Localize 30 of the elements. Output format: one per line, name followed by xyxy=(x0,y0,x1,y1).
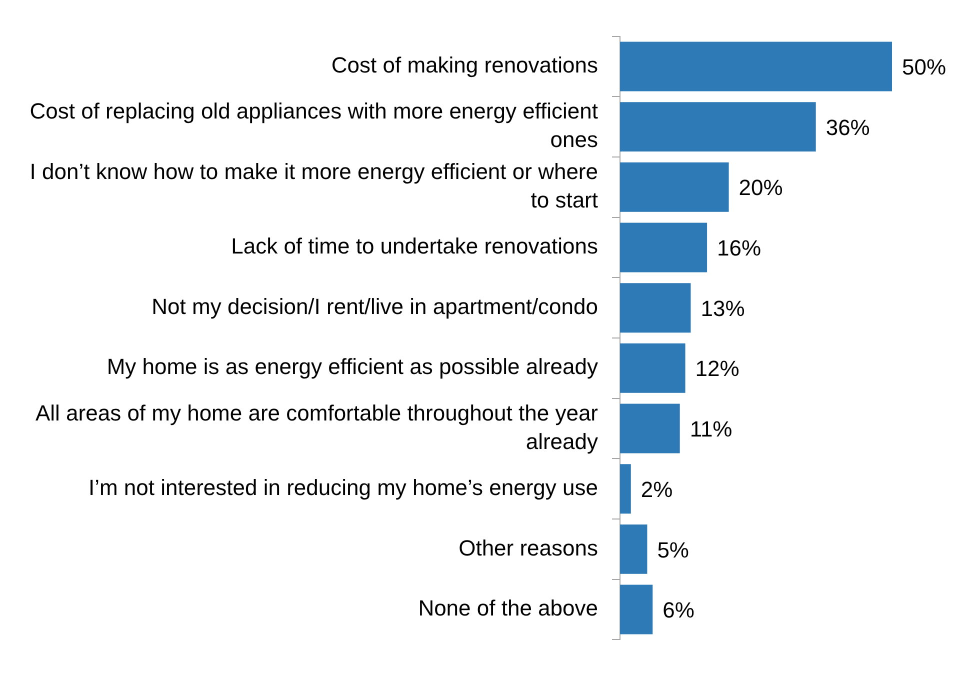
y-tick-label: Other reasons xyxy=(458,535,598,560)
bar xyxy=(620,584,653,634)
y-tick-label: Cost of making renovations xyxy=(331,52,598,78)
y-tick-label: Lack of time to undertake renovations xyxy=(231,234,598,259)
bar xyxy=(620,283,691,333)
y-tick-label: Cost of replacing old appliances with more energy efficient ones xyxy=(30,98,598,152)
y-tick-label: I’m not interested in reducing my home’s energy use xyxy=(88,474,598,500)
bar xyxy=(620,343,686,393)
bar xyxy=(620,102,816,152)
y-tick-label: My home is as energy efficient as possible already xyxy=(106,354,598,380)
bar xyxy=(620,222,708,272)
data-label: 16% xyxy=(717,236,762,261)
bar xyxy=(620,404,680,454)
data-label: 13% xyxy=(700,296,745,321)
y-tick-label: I don’t know how to make it more energy efficient or where to start xyxy=(30,158,598,213)
bar xyxy=(620,524,648,574)
data-label: 5% xyxy=(657,537,689,562)
y-tick-label: All areas of my home are comfortable throughout the year already xyxy=(35,400,598,454)
data-label: 20% xyxy=(738,175,783,200)
bar xyxy=(620,162,729,212)
data-label: 12% xyxy=(695,356,740,382)
data-label: 6% xyxy=(662,598,694,623)
data-label: 50% xyxy=(902,54,946,80)
data-label: 11% xyxy=(690,416,732,442)
y-tick-label: None of the above xyxy=(418,596,598,621)
data-label: 2% xyxy=(640,476,673,502)
bar xyxy=(620,464,631,514)
bar xyxy=(620,42,892,92)
data-label: 36% xyxy=(826,114,870,140)
y-tick-label: Not my decision/I rent/live in apartment/condo xyxy=(152,294,598,319)
